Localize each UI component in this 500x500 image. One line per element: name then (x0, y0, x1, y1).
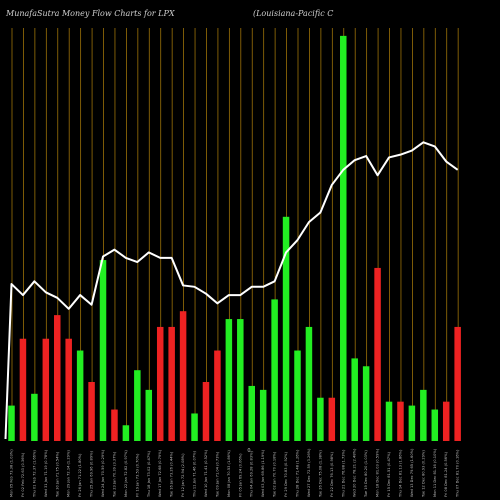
inflow-bar (259, 389, 267, 441)
x-tick-label: Thu 14 Dec 81.13 (1.86%) (398, 449, 402, 498)
x-tick-label: Fri 08 Dec 81.24 (0.56%) (444, 452, 448, 497)
outflow-bar (454, 326, 461, 441)
x-tick-label: Thu 07 Dec 81.70 (0.16%) (456, 449, 460, 498)
outflow-bar (65, 338, 72, 441)
outflow-bar (168, 326, 175, 441)
x-tick-label: Wed 10 Jan 71.41 (0.52%) (204, 449, 208, 497)
x-tick-label: Thu 18 Jan 73.02 (0.47%) (147, 450, 151, 498)
inflow-bar (340, 35, 347, 442)
x-tick-label: Wed 24 Jan 70.59 (0.29%) (101, 449, 105, 497)
inflow-bar (351, 358, 358, 441)
outflow-bar (156, 326, 164, 441)
inflow-bar (145, 389, 153, 441)
x-tick-label: Wed 17 Jan 72.68 (0.79%) (158, 449, 162, 497)
outflow-bar (202, 382, 210, 441)
x-tick-label: Tue 30 Jan 71.75 (0.54%) (55, 451, 59, 498)
outflow-bar (397, 401, 404, 441)
x-tick-label: Tue 26 Dec 75.08 (1.38%) (318, 450, 322, 498)
x-tick-label: Fri 12 Jan 72.94 (2.08%) (181, 453, 185, 497)
x-tick-label: Mon 18 Dec 81.03 (0.59%) (376, 448, 380, 497)
chart-subtitle: (Louisiana-Pacific C (253, 9, 333, 18)
inflow-bar (362, 366, 370, 441)
x-tick-label: Thu 28 Dec 71.48 (1.26%) (296, 449, 300, 498)
inflow-bar (305, 326, 313, 441)
inflow-bar (408, 405, 416, 441)
x-tick-label: Tue 23 Jan 70.39 (3.37%) (112, 451, 116, 498)
x-tick-label: Fri 22 Dec 76.13 (0.98%) (330, 452, 334, 497)
outflow-bar (214, 350, 221, 441)
x-tick-label: Fri 05 Jan 69.24 (0.06%) (238, 453, 242, 497)
x-tick-label: Fri 15 Dec 81.51 (0.47%) (387, 452, 391, 497)
inflow-bar (99, 260, 107, 441)
price-line (4, 141, 459, 440)
inflow-bar (294, 350, 301, 441)
x-tick-label: Wed 13 Dec 79.65 (1.60%) (410, 448, 414, 497)
inflow-bar (317, 397, 324, 441)
inflow-bar (31, 393, 38, 441)
flow-bars (8, 35, 461, 442)
x-tick-label: Thu 11 Jan 71.46 (0.07%) (193, 450, 197, 498)
x-tick-label: Mon 22 Jan 72.82 (0.97%) (124, 450, 128, 497)
x-tick-label: Fri 26 Jan 71.22 (1.80%) (78, 453, 82, 497)
x-tick-label: Fri 02 Feb 72.63 (0.36%) (21, 452, 25, 497)
outflow-bar (442, 401, 450, 441)
x-tick-label: Mon 08 Jan 70.53 (1.86%) (227, 450, 231, 497)
outflow-bar (42, 338, 50, 441)
inflow-bar (271, 299, 278, 441)
center-mark: 0 (247, 448, 250, 454)
outflow-bar (179, 311, 187, 441)
inflow-bar (385, 401, 393, 441)
inflow-bar (431, 409, 439, 441)
x-tick-label: Fri 29 Dec 70.83 (0.92%) (284, 452, 288, 497)
outflow-bar (88, 382, 95, 441)
inflow-bar (191, 413, 198, 441)
outflow-bar (54, 315, 61, 441)
inflow-bar (282, 216, 290, 441)
x-tick-label: Tue 16 Jan 73.26 (0.44%) (170, 451, 174, 498)
x-tick-label: Mon 29 Jan 72.14 (1.29%) (67, 450, 71, 497)
x-tick-label: Tue 02 Jan 70.70 (0.18%) (273, 451, 277, 498)
x-tick-label: Fri 19 Jan 73.53 (0.70%) (135, 453, 139, 497)
x-tick-label: Wed 27 Dec 72.59 (3.26%) (307, 448, 311, 497)
price-line-layer (4, 141, 459, 440)
outflow-bar (111, 409, 118, 441)
outflow-bar (374, 267, 381, 441)
inflow-bar (76, 350, 84, 441)
outflow-bar (19, 338, 27, 441)
inflow-bar (420, 389, 427, 441)
inflow-bar (237, 319, 244, 441)
x-tick-label: Thu 25 Jan 69.96 (0.89%) (90, 450, 94, 498)
x-tick-label: Mon 11 Dec 81.16 (0.10%) (433, 448, 437, 497)
x-tick-label: Thu 21 Dec 76.88 (1.73%) (341, 449, 345, 498)
x-tick-label: Thu 01 Feb 72.37 (1.66%) (32, 450, 36, 498)
x-tick-label: Tue 09 Jan 71.04 (0.73%) (215, 451, 219, 498)
inflow-bar (122, 425, 130, 441)
x-tick-label: Tue 19 Dec 80.20 (1.03%) (364, 450, 368, 498)
inflow-bar (225, 319, 233, 441)
x-tick-label: Tue 12 Dec 80.93 (0.29%) (421, 450, 425, 498)
chart-title: MunafaSutra Money Flow Charts for LPX (5, 9, 175, 18)
x-tick-label: Wed 31 Jan 71.19 (0.78%) (44, 449, 48, 497)
x-tick-label: Wed 20 Dec 78.21 (2.48%) (353, 448, 357, 497)
x-tick-label: Thu 04 Jan 69.28 (0.83%) (250, 450, 254, 498)
inflow-bar (248, 385, 255, 441)
inflow-bar (134, 370, 141, 441)
x-tick-labels: Mon 05 Feb 73.38 (1.03%) Fri 02 Feb 72.63… (10, 448, 460, 498)
outflow-bar (328, 397, 336, 441)
inflow-bar (8, 405, 15, 441)
x-tick-label: Wed 03 Jan 69.86 (1.19%) (261, 449, 265, 497)
x-tick-label: Mon 05 Feb 73.38 (1.03%) (10, 449, 14, 497)
